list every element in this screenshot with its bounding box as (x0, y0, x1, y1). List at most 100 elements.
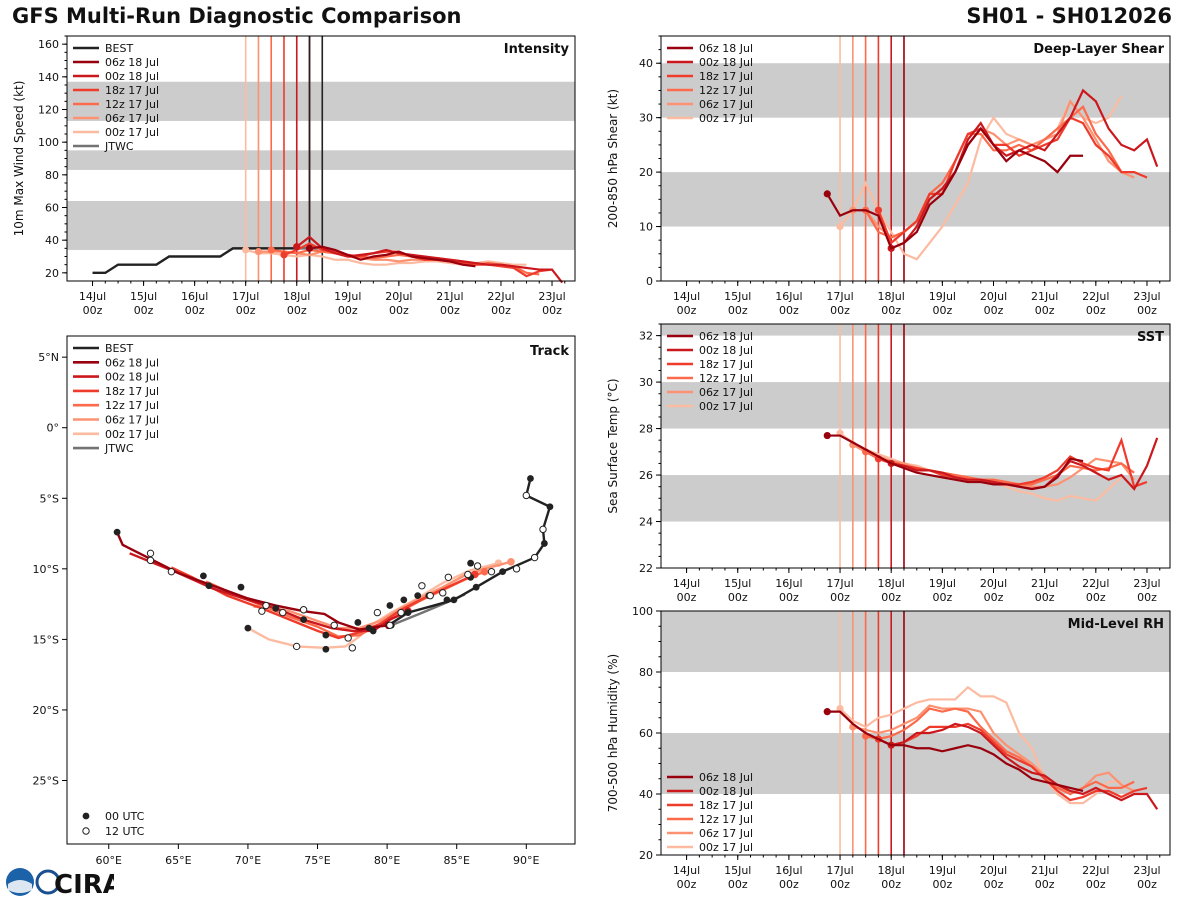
track-12utc-marker (258, 607, 266, 615)
intensity-xtick-label: 21Jul (436, 290, 463, 303)
rh-run-start-marker (836, 705, 844, 713)
intensity-ytick-label: 100 (38, 136, 59, 149)
sst-ytick-label: 22 (639, 562, 653, 575)
intensity-ytick-label: 40 (45, 234, 59, 247)
rh-legend-label: 06z 17 Jul (699, 827, 753, 840)
track-00utc-marker (300, 616, 308, 624)
noaa-wave-shape (8, 880, 32, 893)
intensity-run-start-marker (280, 251, 288, 259)
rh-xtick-label: 23Jul (1133, 864, 1160, 877)
intensity-xtick-label: 15Jul (130, 290, 157, 303)
shear-run-start-marker (836, 222, 844, 231)
rh-panel: 2040608010014Jul00z15Jul00z16Jul00z17Jul… (606, 605, 1171, 891)
track-legend-label: JTWC (104, 442, 134, 455)
rh-legend-label: 00z 17 Jul (699, 841, 753, 854)
rh-legend-label: 18z 17 Jul (699, 799, 753, 812)
track-12utc-marker (344, 634, 352, 642)
cira-logo: CIRA (6, 868, 114, 898)
rh-xtick-label: 20Jul (980, 864, 1007, 877)
intensity-legend-label: 06z 18 Jul (105, 56, 159, 69)
intensity-ytick-label: 120 (38, 104, 59, 117)
rh-ytick-label: 40 (639, 788, 653, 801)
page-title: GFS Multi-Run Diagnostic Comparison (12, 4, 462, 28)
shear-legend-label: 00z 18 Jul (699, 56, 753, 69)
track-12utc-marker (292, 642, 301, 651)
rh-xtick-label: 00z (830, 878, 850, 891)
track-00utc-marker (322, 631, 330, 639)
shear-legend-label: 06z 17 Jul (699, 98, 753, 111)
intensity-xtick-label: 14Jul (79, 290, 106, 303)
track-00utc-marker (244, 624, 252, 632)
rh-xtick-label: 18Jul (878, 864, 905, 877)
track-00utc-marker (527, 475, 534, 482)
track-legend-label: 12z 17 Jul (105, 399, 159, 412)
intensity-ytick-label: 140 (38, 71, 59, 84)
shear-xtick-label: 17Jul (826, 290, 853, 303)
sst-xtick-label: 21Jul (1031, 577, 1058, 590)
track-12utc-marker (512, 565, 521, 573)
track-00utc-marker (199, 572, 207, 580)
rh-ytick-label: 100 (632, 605, 653, 618)
sst-xtick-label: 00z (779, 591, 799, 604)
shear-ytick-label: 10 (639, 221, 653, 234)
sst-band (661, 382, 1170, 429)
rh-xtick-label: 00z (881, 878, 901, 891)
track-run-line (247, 562, 499, 650)
track-panel: 60°E 65°E 70°E 75°E 80°E 85°E 90°E 5°N 0° 5°S 10°S… (33, 335, 576, 867)
shear-xtick-label: 20Jul (980, 290, 1007, 303)
sst-xtick-label: 00z (932, 591, 952, 604)
track-12utc-marker (397, 608, 405, 617)
intensity-run-start-marker (293, 243, 301, 251)
rh-xtick-label: 14Jul (673, 864, 700, 877)
intensity-xtick-label: 16Jul (181, 290, 208, 303)
intensity-legend-label: 06z 17 Jul (105, 112, 159, 125)
intensity-xtick-label: 00z (287, 304, 307, 317)
rh-xtick-label: 22Jul (1082, 864, 1109, 877)
shear-xtick-label: 00z (1035, 304, 1055, 317)
rh-xtick-label: 00z (677, 878, 697, 891)
rh-legend-label: 06z 18 Jul (699, 771, 753, 784)
rh-band (661, 733, 1170, 794)
track-legend-label: 06z 17 Jul (105, 414, 159, 427)
rh-run-line (865, 707, 1135, 796)
track-00utc-marker (404, 609, 412, 616)
intensity-xtick-label: 22Jul (487, 290, 514, 303)
rh-legend-label: 12z 17 Jul (699, 813, 753, 826)
rh-xtick-label: 00z (779, 878, 799, 891)
track-00utc-marker (354, 619, 362, 626)
shear-xtick-label: 19Jul (929, 290, 956, 303)
track-12utc-marker (539, 525, 547, 534)
track-ytick-label: 10°S (33, 563, 59, 576)
intensity-legend-label: 18z 17 Jul (105, 84, 159, 97)
intensity-run-start-marker (254, 248, 263, 256)
track-00utc-marker (540, 540, 548, 547)
rh-xtick-label: 16Jul (775, 864, 802, 877)
storm-id: SH01 - SH012026 (966, 4, 1172, 28)
track-12utc-marker (348, 644, 357, 652)
track-00utc-marker (450, 596, 458, 604)
track-12utc-marker (473, 562, 482, 570)
shear-band (661, 63, 1170, 118)
track-12utc-marker (530, 553, 539, 562)
track-00utc-marker (369, 627, 377, 635)
track-xtick-label: 60°E (96, 854, 122, 867)
intensity-panel: 2040608010012014016014Jul00z15Jul00z16Ju… (12, 35, 576, 317)
track-00utc-marker (237, 583, 245, 591)
track-ytick-label: 20°S (33, 704, 59, 717)
track-run-line (253, 560, 512, 630)
track-00utc-marker (322, 645, 330, 653)
sst-xtick-label: 22Jul (1082, 577, 1109, 590)
rh-legend-label: 00z 18 Jul (699, 785, 753, 798)
sst-xtick-label: 15Jul (724, 577, 751, 590)
sst-xtick-label: 00z (1086, 591, 1106, 604)
track-12utc-marker (373, 608, 382, 617)
track-run-line (129, 552, 409, 633)
rh-xtick-label: 00z (728, 878, 748, 891)
intensity-xtick-label: 00z (236, 304, 256, 317)
shear-xtick-label: 00z (932, 304, 952, 317)
sst-legend-label: 06z 18 Jul (699, 330, 753, 343)
rh-ylabel: 700-500 hPa Humidity (%) (606, 654, 620, 812)
intensity-xtick-label: 23Jul (538, 290, 565, 303)
shear-xtick-label: 00z (1086, 304, 1106, 317)
